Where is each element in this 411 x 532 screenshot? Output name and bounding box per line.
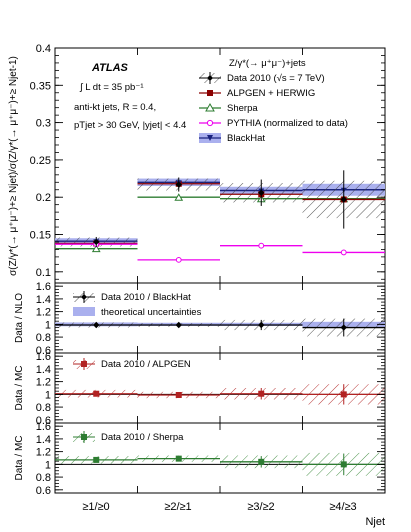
y-tick-label-3-4: 1.4	[36, 434, 51, 446]
legend-blackhat-label: BlackHat	[227, 133, 265, 144]
sherpa-ratio-point-4	[340, 461, 347, 468]
legend-blackhat-key	[199, 133, 221, 143]
y-tick-label-3-5: 1.6	[36, 421, 51, 433]
pythia-marker-3	[258, 242, 265, 249]
y-tick-label-2-4: 1.4	[36, 364, 51, 376]
atlas-label: ATLAS	[91, 62, 129, 74]
info-line-cuts: pTjet > 30 GeV, |yjet| < 4.4	[74, 120, 186, 131]
pythia-marker-4	[340, 249, 347, 256]
y-tick-label-2-5: 1.6	[36, 351, 51, 363]
legend-sherpa-label: Sherpa	[227, 103, 258, 114]
nlo-ratio-point-1	[93, 321, 100, 329]
y-tick-label-1-4: 1.4	[36, 294, 51, 306]
x-tick-label-2: ≥2/≥1	[164, 501, 191, 513]
y-tick-label-1-5: 1.6	[36, 281, 51, 293]
sherpa-y-axis-label: Data / MC	[14, 435, 25, 480]
info-line-jets: anti-kt jets, R = 0.4,	[74, 102, 156, 113]
info-line-lumi: ∫ L dt = 35 pb⁻¹	[79, 82, 144, 93]
sherpa-ratio-point-3	[258, 458, 265, 465]
nlo-ratio-point-4	[340, 324, 347, 331]
legend-nlo-data-key	[73, 291, 95, 303]
nlo-ratio-point-3	[258, 321, 265, 329]
alpgen-ratio-point-4	[340, 391, 347, 398]
legend-nlo-data-label: Data 2010 / BlackHat	[101, 292, 191, 303]
legend-pythia-key	[199, 119, 221, 127]
x-tick-label-3: ≥3/≥2	[247, 501, 274, 513]
legend-data-key	[199, 72, 221, 84]
y-tick-label-0-6: 0.4	[36, 43, 51, 55]
legend-pythia-label: PYTHIA (normalized to data)	[227, 118, 348, 129]
legend-sherpa-key	[199, 102, 221, 112]
x-tick-label-1: ≥1/≥0	[82, 501, 109, 513]
sherpa-marker-2	[174, 193, 184, 201]
legend-alpgen-ratio-key	[73, 358, 95, 370]
y-tick-label-3-2: 1	[45, 459, 51, 471]
y-tick-label-2-0: 0.6	[36, 415, 51, 427]
sherpa-ratio-point-2	[175, 455, 182, 462]
y-tick-label-2-2: 1	[45, 389, 51, 401]
x-tick-label-4: ≥4/≥3	[329, 501, 356, 513]
data-point-4	[340, 196, 347, 203]
nlo-ratio-point-2	[175, 321, 182, 329]
alpgen-ratio-point-3	[258, 390, 265, 397]
y-tick-label-0-5: 0.35	[30, 80, 51, 92]
y-tick-label-1-1: 0.8	[36, 332, 51, 344]
y-tick-label-1-3: 1.2	[36, 307, 51, 319]
data-point-1	[93, 238, 100, 246]
alpgen-ratio-point-2	[175, 392, 182, 398]
y-tick-label-0-4: 0.3	[36, 118, 51, 130]
x-axis-label: Njet	[365, 516, 385, 528]
y-tick-label-0-0: 0.1	[36, 267, 51, 279]
y-tick-label-3-0: 0.6	[36, 485, 51, 497]
legend-theory-key	[73, 307, 95, 316]
y-tick-label-3-1: 0.8	[36, 472, 51, 484]
sherpa-ratio-point-1	[93, 456, 100, 463]
legend-theory-label: theoretical uncertainties	[101, 307, 202, 318]
legend-data-label: Data 2010 (√s = 7 TeV)	[227, 73, 325, 84]
y-tick-label-0-2: 0.2	[36, 192, 51, 204]
pythia-marker-2	[175, 256, 182, 263]
data-point-2	[175, 181, 182, 188]
sherpa-marker-1	[91, 244, 101, 253]
legend-sherpa-ratio-key	[73, 431, 95, 443]
alpgen-ratio-point-1	[93, 390, 100, 397]
y-tick-label-3-3: 1.2	[36, 447, 51, 459]
legend-sherpa-ratio-label: Data 2010 / Sherpa	[101, 432, 184, 443]
y-tick-label-0-1: 0.15	[30, 230, 51, 242]
y-tick-label-1-0: 0.6	[36, 345, 51, 357]
data-point-3	[258, 189, 265, 196]
nlo-y-axis-label: Data / NLO	[14, 293, 25, 343]
legend-title: Z/γ*(→ μ⁺μ⁻)+jets	[229, 58, 306, 69]
y-tick-label-2-1: 0.8	[36, 402, 51, 414]
main-y-axis-label: σ(Z/γ*(→ μ⁺μ⁻)+≥ Njet)/σ(Z/γ*(→ μ⁺μ⁻)+≥ …	[8, 56, 19, 276]
alpgen-y-axis-label: Data / MC	[14, 365, 25, 410]
legend-alpgen-ratio-label: Data 2010 / ALPGEN	[101, 359, 191, 370]
y-tick-label-1-2: 1	[45, 319, 51, 331]
y-tick-label-2-3: 1.2	[36, 377, 51, 389]
y-tick-label-0-3: 0.25	[30, 155, 51, 167]
legend-alpgen-key	[199, 90, 221, 96]
legend-alpgen-label: ALPGEN + HERWIG	[227, 88, 315, 99]
